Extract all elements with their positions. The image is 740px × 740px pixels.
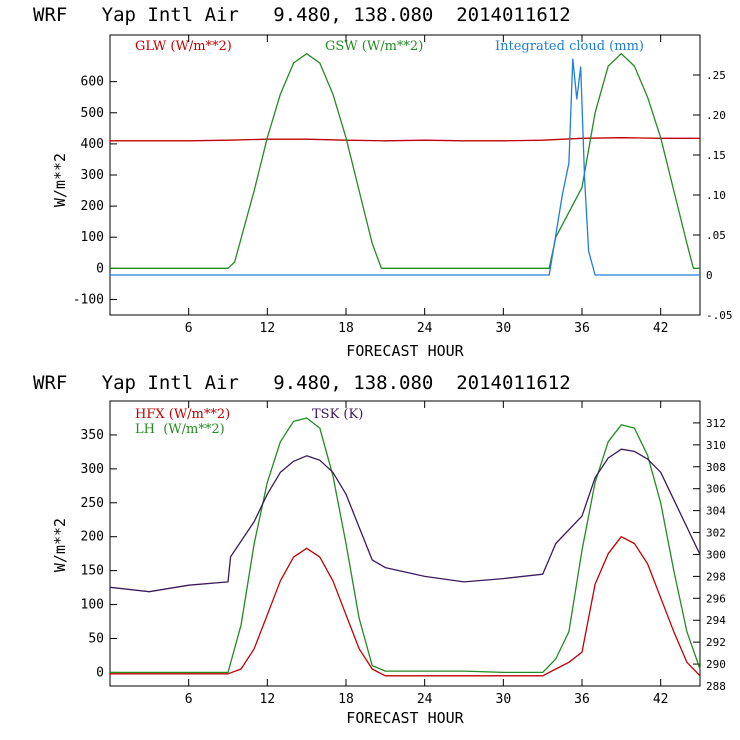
y-tick-label: 250 [81,496,104,511]
heat-flux-panel: WRF Yap Intl Air 9.480, 138.080 20140116… [33,372,726,727]
y2-tick-label: 308 [706,461,726,474]
y-tick-label: 100 [81,230,104,245]
legend-hfx: HFX (W/m**2) [135,407,230,422]
y-tick-label: 300 [81,462,104,477]
x-tick-label: 18 [338,692,354,707]
y2-tick-label: -.05 [706,309,733,322]
legend-tsk: TSK (K) [312,407,363,422]
y-tick-label: 400 [81,137,104,152]
y2-tick-label: 290 [706,658,726,671]
y-tick-label: 200 [81,530,104,545]
x-tick-label: 36 [574,692,590,707]
y2-tick-label: .15 [706,149,726,162]
y2-tick-label: 302 [706,527,726,540]
y2-tick-label: 0 [706,269,713,282]
plot-frame [109,400,701,687]
x-axis-label: FORECAST HOUR [346,342,464,360]
x-tick-label: 6 [185,692,193,707]
legend-gsw: GSW (W/m**2) [325,39,423,54]
y2-tick-label: 304 [706,505,726,518]
y-tick-label: 200 [81,199,104,214]
y2-tick-label: 306 [706,483,726,496]
panel-title: WRF Yap Intl Air 9.480, 138.080 20140116… [33,372,571,394]
y2-tick-label: .25 [706,69,726,82]
y-tick-label: -100 [73,292,104,307]
x-tick-label: 6 [185,321,193,336]
y2-tick-label: .05 [706,229,726,242]
legend-lh: LH (W/m**2) [135,422,225,437]
y-tick-label: 300 [81,168,104,183]
x-tick-label: 30 [496,321,512,336]
y2-tick-label: .20 [706,109,726,122]
x-tick-label: 42 [653,692,669,707]
y2-tick-label: 310 [706,439,726,452]
y-axis-label: W/m**2 [51,518,69,572]
y2-tick-label: 296 [706,592,726,605]
series-line-0 [110,137,700,142]
x-tick-label: 18 [338,321,354,336]
y-tick-label: 100 [81,598,104,613]
y2-tick-label: 300 [706,548,726,561]
x-tick-label: 24 [417,321,433,336]
series-line-0 [110,536,701,677]
y-tick-label: 50 [88,632,104,647]
y-tick-label: 350 [81,428,104,443]
plot-area: 6 12 18 24 30 36 42 -100 0 100 200 300 400 500 600 .25.… [73,34,733,336]
y2-tick-label: 288 [706,680,726,693]
y-tick-label: 600 [81,75,104,90]
legend-glw: GLW (W/m**2) [135,39,232,54]
y-tick-label: 500 [81,106,104,121]
radiation-cloud-panel: WRF Yap Intl Air 9.480, 138.080 20140116… [33,4,733,360]
x-tick-label: 30 [496,692,512,707]
legend-cloud: Integrated cloud (mm) [495,39,644,54]
y-tick-label: 0 [96,665,104,680]
series-line-2 [109,448,701,593]
x-axis-label: FORECAST HOUR [346,709,464,727]
y2-tick-label: .10 [706,189,726,202]
x-tick-label: 24 [417,692,433,707]
y2-tick-label: 298 [706,570,726,583]
panel-title: WRF Yap Intl Air 9.480, 138.080 20140116… [33,4,571,26]
y2-tick-label: 312 [706,417,726,430]
series-line-1 [110,53,700,269]
y-tick-label: 0 [96,261,104,276]
y-axis-label: W/m**2 [51,153,69,207]
y2-tick-label: 292 [706,636,726,649]
y-tick-label: 150 [81,564,104,579]
x-tick-label: 12 [260,692,276,707]
x-tick-label: 12 [260,321,276,336]
x-tick-label: 42 [653,321,669,336]
y2-tick-label: 294 [706,614,726,627]
x-tick-label: 36 [574,321,590,336]
series-line-1 [110,417,701,674]
series-line-2 [110,58,700,276]
plot-area: 6 12 18 24 30 36 42 0 50 100 150 200 250 300 350 288 290… [81,400,726,707]
